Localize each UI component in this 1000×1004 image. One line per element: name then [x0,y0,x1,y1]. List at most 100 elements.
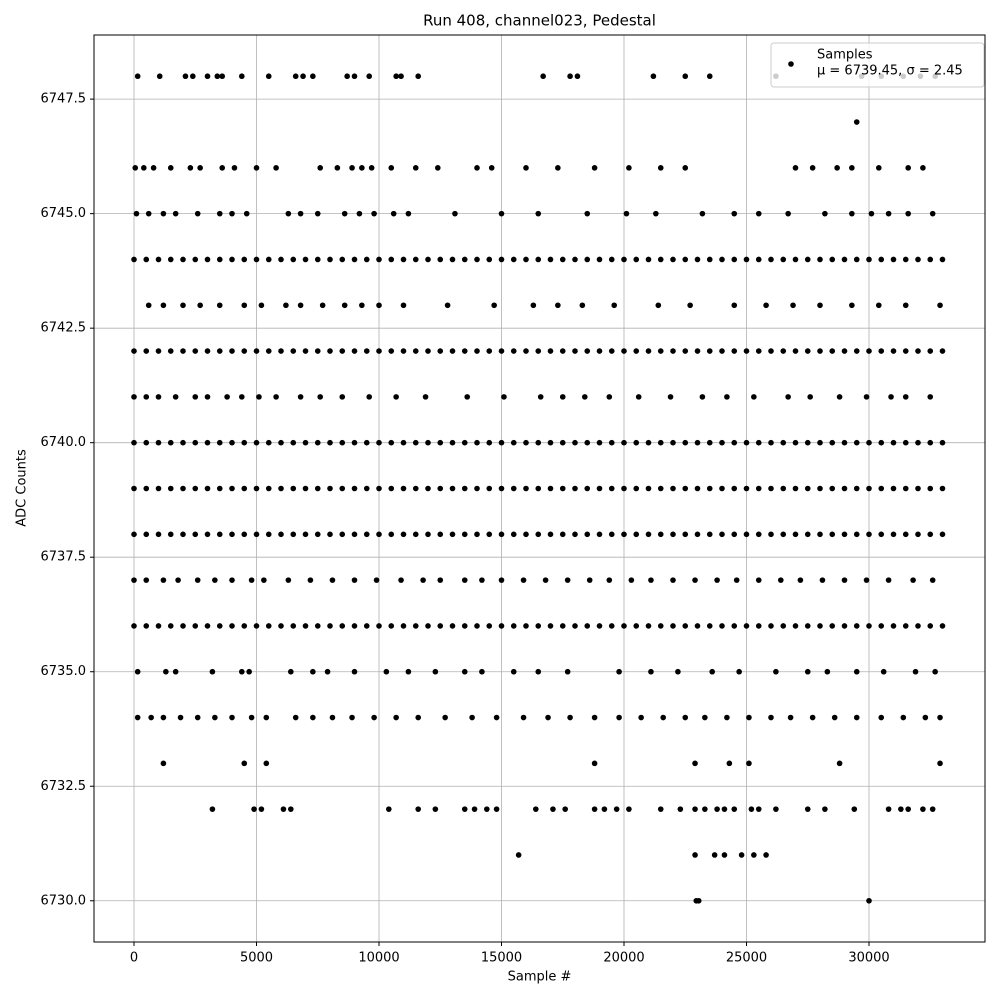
sample-point [927,531,934,538]
sample-point [714,577,720,583]
sample-point [817,256,823,263]
sample-point [474,348,480,354]
sample-point [755,485,762,492]
sample-point [412,531,419,538]
sample-point [927,439,934,446]
sample-point [241,256,248,263]
sample-point [415,806,422,812]
sample-point [290,623,297,629]
sample-point [584,256,591,263]
sample-point [425,623,431,629]
sample-point [853,256,860,263]
sample-point [682,73,689,80]
sample-point [376,623,382,629]
sample-point [486,623,493,629]
legend-box [770,42,985,88]
sample-point [692,806,698,812]
sample-point [915,256,921,263]
sample-point [657,623,664,629]
sample-point [633,623,640,629]
sample-point [780,348,787,354]
sample-point [792,439,799,446]
sample-point [694,485,701,492]
sample-point [792,485,799,492]
sample-point [339,256,346,263]
sample-point [449,485,456,492]
sample-point [878,623,885,629]
sample-point [657,531,664,538]
sample-point [376,439,382,446]
sample-point [922,714,929,721]
sample-point [743,485,750,492]
sample-point [866,623,872,629]
sample-point [498,348,505,354]
sample-point [297,210,304,217]
sample-point [415,73,422,80]
sample-point [645,531,652,538]
sample-point [863,577,870,583]
sample-point [461,256,468,263]
sample-point [633,485,640,492]
sample-point [302,256,309,263]
sample-point [633,348,640,354]
sample-point [682,531,689,538]
sample-point [706,485,713,492]
sample-point [611,302,617,309]
sample-point [388,256,395,263]
sample-point [853,439,860,446]
sample-point [310,714,316,721]
y-tick-label: 6730.0 [41,893,87,908]
sample-point [300,73,306,80]
sample-point [817,302,823,309]
sample-point [768,623,774,629]
sample-point [415,714,422,721]
sample-point [510,439,517,446]
sample-point [929,806,936,812]
sample-point [809,165,816,171]
sample-point [807,394,813,400]
sample-point [910,577,916,583]
sample-point [209,668,216,675]
sample-point [706,439,713,446]
sample-point [388,348,395,354]
sample-point [131,577,137,583]
sample-point [853,119,860,125]
sample-point [709,668,715,675]
sample-point [388,485,395,492]
sample-point [488,165,495,171]
sample-point [393,73,399,80]
sample-point [156,73,163,80]
sample-point [479,668,485,675]
sample-point [229,485,235,492]
sample-point [351,348,358,354]
sample-point [542,577,549,583]
sample-point [711,852,718,858]
sample-point [670,531,676,538]
sample-point [464,394,471,400]
sample-point [339,348,346,354]
sample-point [479,577,485,583]
sample-point [682,165,689,171]
sample-point [902,623,909,629]
sample-point [437,485,444,492]
sample-point [751,852,757,858]
sample-point [608,348,615,354]
sample-point [290,531,297,538]
sample-point [246,668,252,675]
sample-point [167,485,174,492]
sample-point [545,714,551,721]
sample-point [344,73,350,80]
sample-point [216,256,223,263]
sample-point [253,348,260,354]
sample-point [819,577,826,583]
sample-point [167,439,174,446]
sample-point [265,256,272,263]
sample-point [216,623,223,629]
sample-point [687,302,693,309]
sample-point [212,577,218,583]
points [131,73,946,904]
sample-point [437,256,444,263]
sample-point [731,623,738,629]
sample-point [160,577,167,583]
